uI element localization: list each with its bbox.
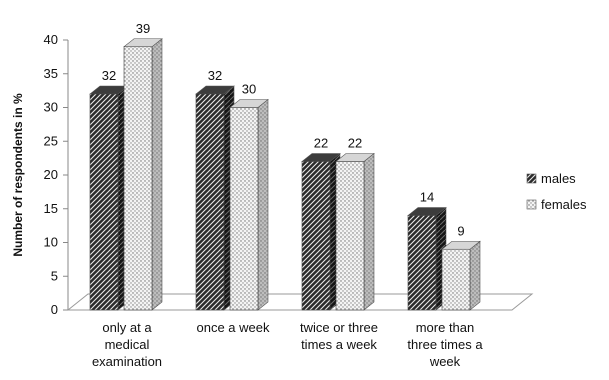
y-tick-label: 40 — [44, 32, 58, 47]
y-axis-title: Number of respondents in % — [11, 93, 25, 257]
category-label-3: more than three times a week — [407, 320, 483, 369]
bar-females-0 — [123, 38, 163, 311]
bar-males-2 — [301, 152, 341, 311]
data-label-males-2: 22 — [314, 136, 328, 151]
y-tick-label: 25 — [44, 133, 58, 148]
legend-label: females — [541, 197, 587, 212]
legend-swatch — [526, 199, 537, 210]
data-label-males-0: 32 — [102, 68, 116, 83]
y-tick-label: 20 — [44, 167, 58, 182]
y-tick-label: 15 — [44, 201, 58, 216]
bar-males-0 — [89, 85, 129, 311]
legend-label: males — [541, 171, 576, 186]
bar-females-3 — [441, 240, 481, 311]
bar-males-3 — [407, 206, 447, 311]
y-tick-label: 10 — [44, 235, 58, 250]
data-label-females-1: 30 — [242, 82, 256, 97]
legend-swatch — [526, 173, 537, 184]
bar-females-1 — [229, 98, 269, 311]
legend-item-males: males — [526, 171, 576, 186]
y-tick-label: 30 — [44, 100, 58, 115]
data-label-females-2: 22 — [348, 136, 362, 151]
data-label-females-3: 9 — [457, 223, 464, 238]
legend-item-females: females — [526, 197, 587, 212]
category-label-1: once a week — [197, 320, 270, 335]
data-label-males-1: 32 — [208, 68, 222, 83]
category-label-0: only at a medical examination — [92, 320, 162, 369]
bar-females-2 — [335, 152, 375, 311]
data-label-males-3: 14 — [420, 190, 434, 205]
y-tick-label: 35 — [44, 66, 58, 81]
category-label-2: twice or three times a week — [300, 320, 378, 352]
data-label-females-0: 39 — [136, 21, 150, 36]
bar-males-1 — [195, 85, 235, 311]
y-tick-label: 0 — [51, 302, 58, 317]
y-tick-label: 5 — [51, 268, 58, 283]
